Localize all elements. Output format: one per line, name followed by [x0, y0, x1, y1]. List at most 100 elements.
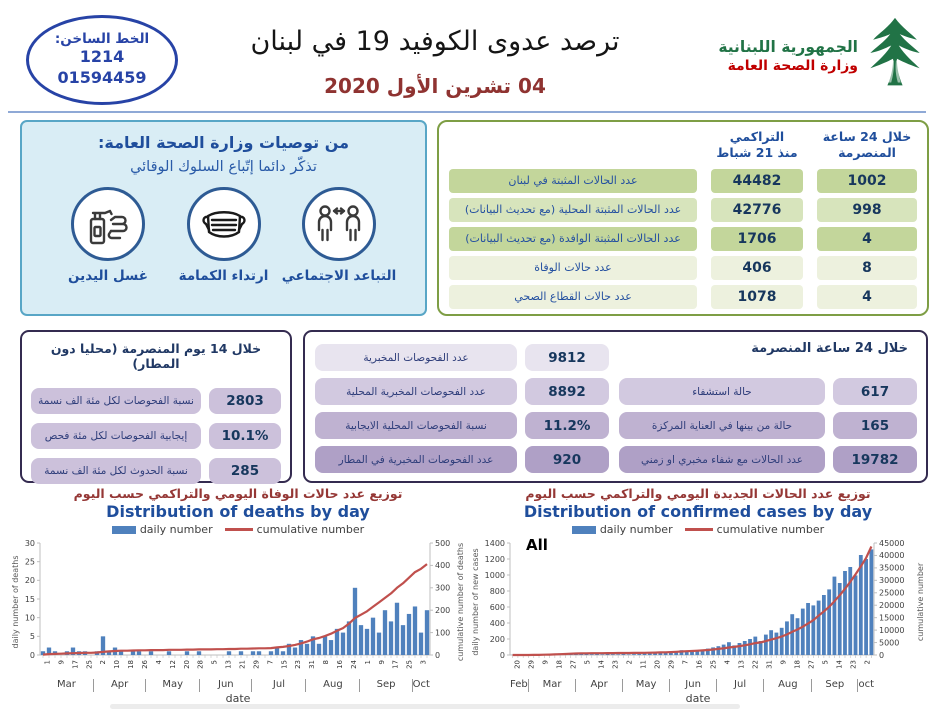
svg-text:10: 10	[113, 660, 121, 669]
svg-text:0: 0	[435, 651, 440, 660]
svg-text:9: 9	[378, 660, 386, 664]
recommendation-mask: ارتداء الكمامة	[168, 187, 280, 284]
fourteen-day-row-value: 10.1%	[209, 423, 281, 449]
tests-row: نسبة الفحوصات المحلية الايجابية 11.2%	[315, 412, 609, 439]
tests-row-value: 165	[833, 412, 917, 439]
ministry-name: الجمهورية اللبنانية وزارة الصحة العامة	[718, 38, 858, 74]
svg-text:9: 9	[57, 660, 65, 664]
tests-row: عدد الحالات مع شفاء مخبري او زمني 19782	[619, 446, 917, 473]
svg-text:600: 600	[490, 603, 505, 612]
fourteen-day-row: نسبة الحدوث لكل مئة الف نسمة 285	[31, 458, 281, 484]
svg-text:13: 13	[738, 660, 746, 669]
stat-row-24h-value: 8	[817, 255, 917, 280]
series-filter-label: All	[526, 536, 548, 554]
daily-bars-series	[510, 549, 874, 655]
svg-text:4: 4	[724, 659, 732, 664]
svg-text:100: 100	[435, 628, 450, 637]
svg-text:15000: 15000	[879, 613, 904, 622]
tests-row-value: 617	[833, 378, 917, 405]
tests-row-value: 11.2%	[525, 412, 609, 439]
recommendation-label: ارتداء الكمامة	[178, 268, 269, 284]
month-label: Aug	[763, 679, 811, 692]
svg-text:7: 7	[682, 660, 690, 664]
svg-text:11: 11	[640, 660, 648, 669]
svg-text:7: 7	[266, 660, 274, 664]
cases-plot: 0 200 400 600 800 1000 1200 1400 0 5000 10000 15000…	[485, 539, 905, 669]
legend-cumulative: cumulative number	[256, 523, 365, 536]
month-label: Mar	[57, 679, 76, 690]
spacer	[449, 127, 697, 164]
svg-text:400: 400	[490, 619, 505, 628]
svg-text:14: 14	[836, 659, 844, 668]
month-label: Feb	[510, 679, 528, 690]
tests-row-value: 920	[525, 446, 609, 473]
column-header-24h: خلال 24 ساعة المنصرمة	[822, 129, 912, 161]
cedar-tree-icon	[866, 16, 924, 96]
svg-text:45000: 45000	[879, 539, 904, 548]
stat-row-cumulative-value: 42776	[711, 197, 803, 222]
svg-text:200: 200	[435, 606, 450, 615]
stat-row-24h-value: 4	[817, 226, 917, 251]
svg-text:1: 1	[43, 660, 51, 664]
legend-cumulative: cumulative number	[716, 523, 825, 536]
svg-text:1400: 1400	[485, 539, 505, 548]
stat-row-24h-value: 4	[817, 284, 917, 309]
fourteen-day-rows: نسبة الفحوصات لكل مئة الف نسمة 2803 إيجابي…	[31, 388, 281, 484]
footer-edge	[110, 704, 740, 709]
svg-text:0: 0	[500, 651, 505, 660]
svg-text:23: 23	[294, 660, 302, 669]
svg-text:20: 20	[654, 660, 662, 669]
tests-row-label: نسبة الفحوصات المحلية الايجابية	[315, 412, 517, 439]
stat-row-cumulative-value: 1706	[711, 226, 803, 251]
svg-text:5000: 5000	[879, 638, 899, 647]
cases-chart-title-ar: توزيع عدد الحالات الجديدة اليومي والتراك…	[525, 486, 871, 501]
face-mask-icon	[186, 187, 261, 261]
svg-text:8: 8	[322, 660, 330, 664]
cases-chart-title-en: Distribution of confirmed cases by day	[523, 502, 873, 521]
report-date: 04 تشرين الأول 2020	[324, 74, 546, 98]
recommendations-title: من توصيات وزارة الصحة العامة:	[97, 133, 350, 152]
recommendations-box: من توصيات وزارة الصحة العامة: تذكّر دائم…	[20, 120, 427, 316]
tests-row-label: عدد الفحوصات المخبرية في المطار	[315, 446, 517, 473]
daily-bar-swatch	[571, 525, 596, 534]
tests-right-column: حالة استشفاء 617 حالة من بينها في العناية …	[619, 378, 917, 480]
svg-text:25: 25	[25, 557, 35, 566]
month-label: Sep	[811, 679, 857, 692]
svg-text:3: 3	[420, 660, 428, 664]
month-label: May	[621, 679, 670, 692]
svg-text:17: 17	[392, 660, 400, 669]
fourteen-day-row-label: إيجابية الفحوصات لكل مئة فحص	[31, 423, 201, 449]
cases-ylabel-right: cumulative number	[916, 563, 925, 642]
svg-text:0: 0	[879, 651, 884, 660]
fourteen-day-box: خلال 14 يوم المنصرمة (محليا دون المطار) …	[20, 330, 292, 484]
svg-text:15: 15	[280, 660, 288, 669]
stat-row-label: عدد حالات الوفاة	[449, 255, 697, 280]
svg-text:500: 500	[435, 539, 450, 548]
hotline-number-short: 1214	[79, 47, 125, 67]
tests-left-column: عدد الفحوصات المخبرية 9812 عدد الفحوصات ال…	[315, 344, 609, 480]
fourteen-day-row-value: 2803	[209, 388, 281, 414]
svg-text:5: 5	[211, 660, 219, 664]
svg-text:18: 18	[794, 660, 802, 669]
svg-text:20: 20	[25, 576, 35, 585]
svg-text:23: 23	[850, 660, 858, 669]
month-label: Jul	[251, 679, 305, 692]
svg-text:2: 2	[626, 660, 634, 664]
deaths-chart-title-en: Distribution of deaths by day	[106, 502, 370, 521]
svg-text:22: 22	[752, 660, 760, 669]
svg-text:16: 16	[696, 659, 704, 668]
cumulative-line-swatch	[684, 528, 713, 531]
daily-bars-series	[40, 587, 430, 655]
month-label: Jun	[669, 679, 715, 692]
tests-box-title: خلال 24 ساعة المنصرمة	[751, 341, 908, 356]
month-label: Aug	[305, 679, 359, 692]
deaths-chart-legend: daily number cumulative number	[10, 523, 466, 536]
page-title: ترصد عدوى الكوفيد 19 في لبنان	[250, 26, 620, 57]
svg-text:26: 26	[141, 659, 149, 668]
tests-row: عدد الفحوصات المخبرية 9812	[315, 344, 609, 371]
svg-text:24: 24	[350, 659, 358, 668]
fourteen-day-row-label: نسبة الفحوصات لكل مئة الف نسمة	[31, 388, 201, 414]
month-label: Jun	[199, 679, 251, 692]
republic-label: الجمهورية اللبنانية	[718, 38, 858, 56]
